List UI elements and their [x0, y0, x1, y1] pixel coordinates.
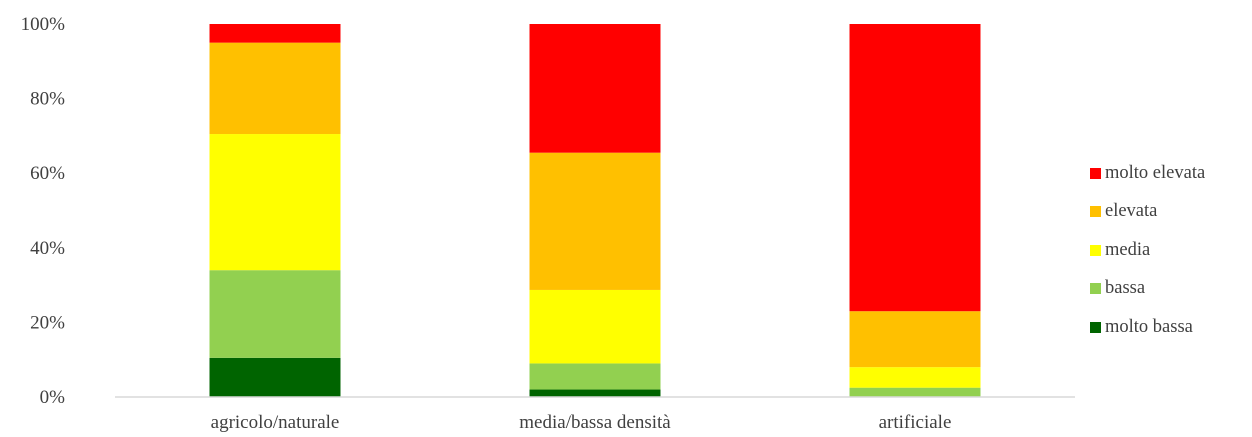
bar-segment-bassa — [209, 270, 341, 358]
legend-label: media — [1105, 239, 1151, 260]
x-tick-label: media/bassa densità — [519, 412, 671, 432]
legend-swatch — [1090, 321, 1101, 333]
bar-segment-media — [529, 289, 661, 364]
bar-segment-media — [209, 134, 341, 271]
y-tick-label: 20% — [30, 312, 65, 333]
legend-item: media — [1090, 231, 1205, 270]
bar-segment-molto-elevata — [529, 24, 661, 153]
bar-segment-elevata — [529, 152, 661, 290]
legend-swatch — [1090, 167, 1101, 179]
legend-swatch — [1090, 283, 1101, 295]
bar-segment-molto-elevata — [849, 24, 981, 312]
bar-segment-media — [849, 367, 981, 388]
plot-area — [209, 24, 981, 397]
bar-segment-bassa — [529, 363, 661, 390]
bar-segment-molto-bassa — [209, 357, 341, 397]
legend-label: elevata — [1105, 201, 1158, 222]
y-axis: 0% 20% 40% 60% 80% 100% — [21, 14, 66, 408]
y-tick-label: 100% — [21, 14, 66, 35]
legend-item: molto elevata — [1090, 154, 1205, 193]
y-tick-label: 60% — [30, 163, 65, 184]
legend-label: molto elevata — [1105, 162, 1206, 183]
y-tick-label: 80% — [30, 89, 65, 110]
legend-swatch — [1090, 244, 1101, 256]
bar-segment-elevata — [209, 42, 341, 135]
legend: molto elevata elevata media bassa molto bass… — [1090, 154, 1205, 347]
bar-segment-elevata — [849, 311, 981, 368]
legend-item: elevata — [1090, 193, 1205, 232]
legend-swatch — [1090, 206, 1101, 218]
x-tick-label: agricolo/naturale — [211, 412, 340, 432]
legend-label: molto bassa — [1105, 316, 1193, 337]
bar-segment-bassa — [849, 387, 981, 397]
y-tick-label: 40% — [30, 238, 65, 259]
bar-segment-molto-elevata — [209, 24, 341, 43]
x-tick-label: artificiale — [879, 412, 952, 432]
bar-segment-molto-bassa — [529, 389, 661, 397]
x-axis: agricolo/naturale media/bassa densità arti… — [211, 412, 952, 433]
legend-label: bassa — [1105, 278, 1146, 299]
legend-item: bassa — [1090, 270, 1205, 309]
legend-item: molto bassa — [1090, 308, 1205, 347]
y-tick-label: 0% — [40, 387, 66, 408]
